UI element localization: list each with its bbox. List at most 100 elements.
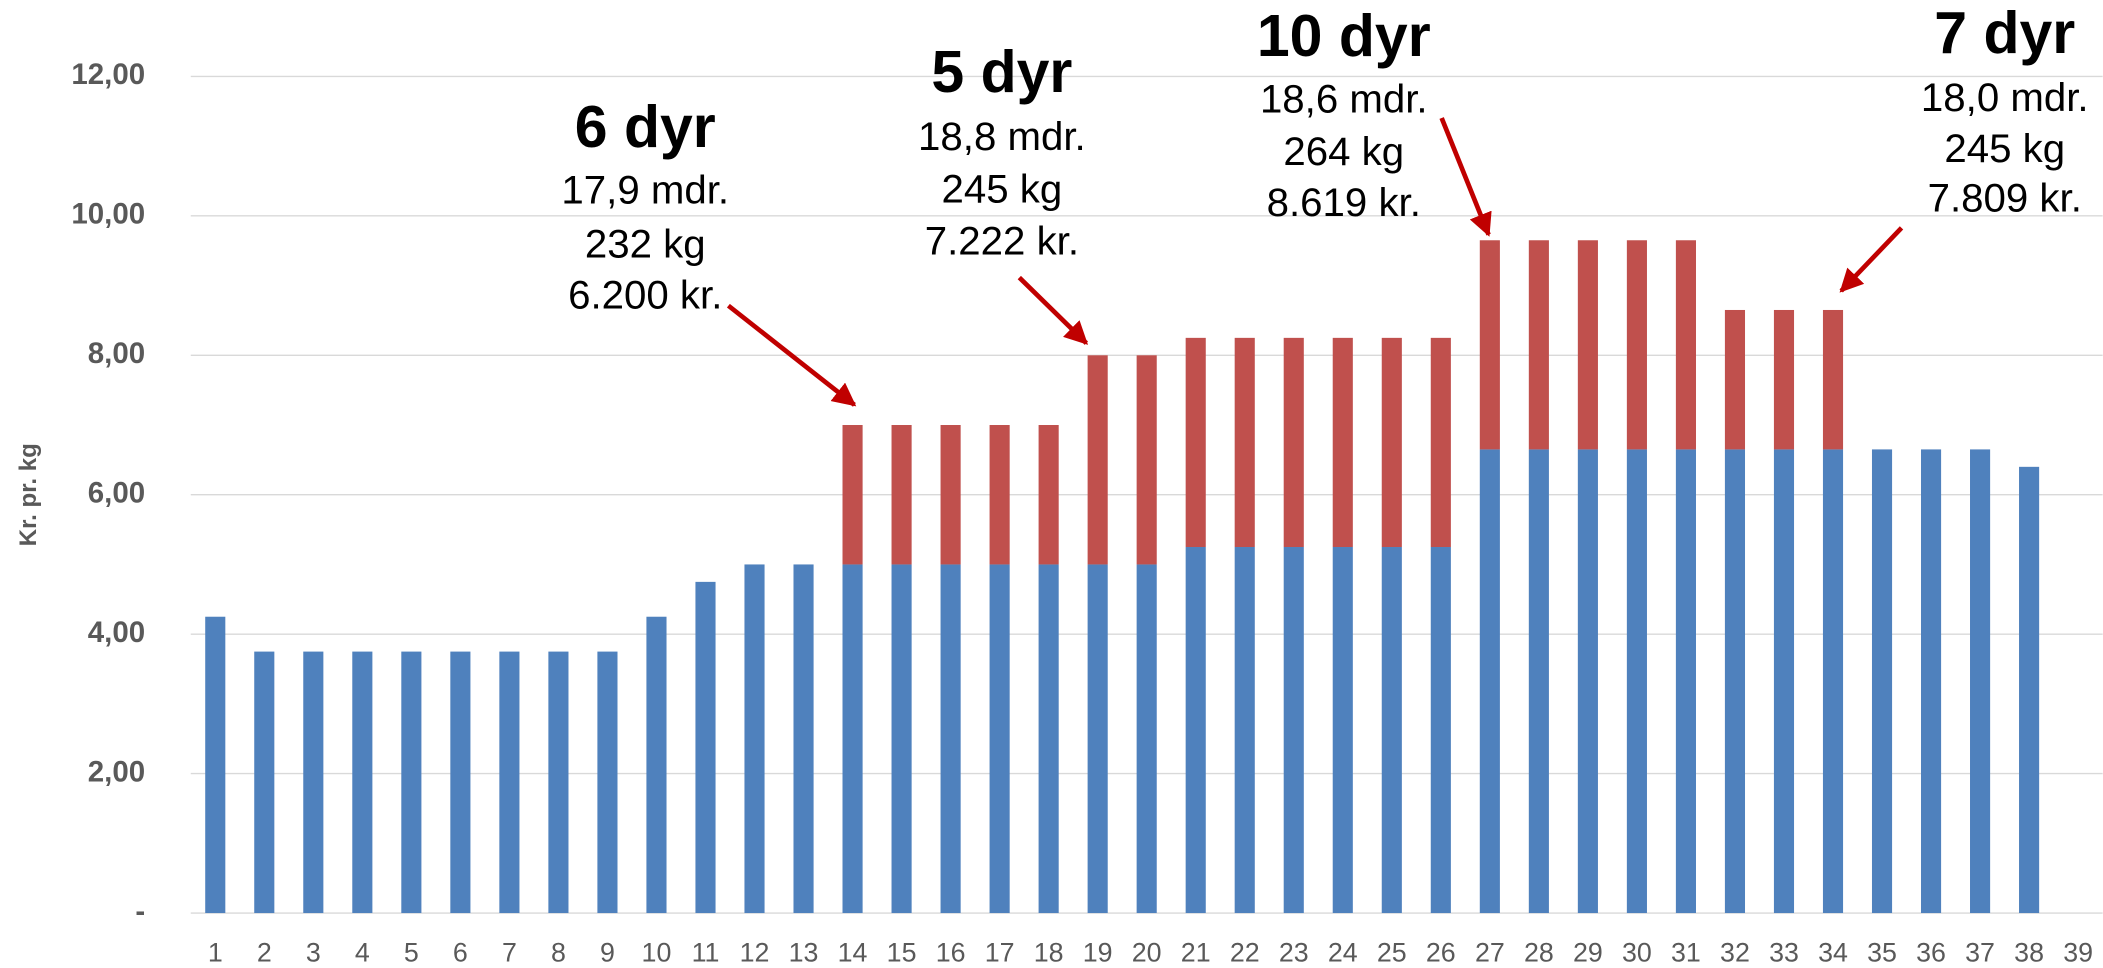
x-tick-label: 33 [1769,938,1799,968]
x-tick-label: 22 [1230,938,1260,968]
bar-segment [1626,449,1647,914]
bar-segment [1136,564,1157,914]
x-tick-label: 8 [551,938,566,968]
bar-segment [1381,337,1402,548]
annotation-line: 7.222 kr. [925,219,1079,264]
y-tick-label: 12,00 [71,58,145,91]
x-tick-label: 27 [1475,938,1505,968]
annotation-arrow [1439,117,1492,237]
bar-segment [842,564,863,914]
bar-segment [1528,240,1549,450]
x-tick-label: 19 [1083,938,1113,968]
bar-segment [1234,547,1255,914]
x-tick-label: 7 [502,938,517,968]
bar-segment [254,651,275,914]
bar-segment [1724,449,1746,914]
x-tick-label: 11 [692,938,720,968]
bar-segment [1675,449,1696,914]
x-tick-label: 14 [838,938,868,968]
annotation-line: 18,0 mdr. [1921,75,2089,120]
x-tick-label: 15 [887,938,917,968]
bar-segment [1920,449,1942,914]
bar-segment [940,564,961,914]
bar-segment [1332,337,1353,548]
x-tick-label: 5 [404,938,419,968]
annotation-arrow [1839,226,1904,293]
bar-segment [1724,309,1746,450]
x-tick-label: 4 [355,938,370,968]
bar-segment [1430,337,1451,548]
bar-segment [1479,240,1500,450]
x-tick-label: 39 [2063,938,2093,968]
x-tick-label: 20 [1132,938,1162,968]
bar-segment [695,581,716,914]
x-tick-label: 38 [2014,938,2044,968]
bar-segment [1283,547,1304,914]
bar-segment [303,651,324,914]
bar-segment [989,425,1010,565]
bar-segment [1087,355,1108,565]
annotation-title: 10 dyr [1257,3,1431,69]
annotation-arrow [726,303,857,407]
bar-segment [1773,449,1795,914]
bar-segment [891,564,912,914]
x-tick-label: 25 [1377,938,1407,968]
x-tick-label: 18 [1034,938,1064,968]
bar-segment [1970,449,1991,914]
x-tick-label: 24 [1328,938,1358,968]
x-tick-label: 37 [1965,938,1995,968]
bar-segment [2019,466,2040,914]
x-tick-label: 13 [789,938,819,968]
bar-segment [1332,547,1353,914]
x-tick-label: 34 [1818,938,1848,968]
bar-segment [744,564,765,914]
bar-segment [1675,240,1696,450]
bar-segment [352,651,373,914]
annotation-title: 7 dyr [1934,0,2075,66]
bar-segment [842,425,863,565]
bar-segment [1185,547,1206,914]
y-tick-label: 2,00 [88,755,145,788]
x-tick-label: 29 [1573,938,1603,968]
bar-segment [891,425,912,565]
x-tick-label: 16 [936,938,966,968]
x-tick-label: 10 [642,938,672,968]
x-tick-label: 30 [1622,938,1652,968]
bar-segment [1626,240,1647,450]
annotation-line: 17,9 mdr. [561,168,729,213]
bar-segment [1087,564,1108,914]
bar-segment [646,616,667,914]
bar-segment [499,651,520,914]
x-tick-label: 21 [1181,938,1211,968]
bar-segment [1822,449,1844,914]
bar-segment [989,564,1010,914]
annotation-line: 8.619 kr. [1267,180,1421,225]
bar-segment [1773,309,1795,450]
bar-segment [1528,449,1549,914]
x-tick-label: 1 [208,938,223,968]
bar-segment [1038,564,1059,914]
y-tick-label: - [135,895,145,928]
bar-segment [205,616,226,914]
bar-segment [1185,337,1206,548]
bar-segment [1283,337,1304,548]
x-tick-label: 31 [1671,938,1701,968]
x-tick-label: 32 [1720,938,1750,968]
bar-segment [450,651,471,914]
x-tick-label: 3 [306,938,321,968]
y-tick-label: 6,00 [88,477,145,510]
annotation-line: 6.200 kr. [568,272,722,317]
annotation-line: 7.809 kr. [1928,176,2082,221]
bar-segment [1822,309,1844,450]
annotation-line: 18,8 mdr. [918,114,1086,159]
x-tick-label: 2 [257,938,272,968]
bar-segment [1577,240,1598,450]
x-tick-label: 12 [740,938,770,968]
bar-segment [1479,449,1500,914]
annotation-line: 232 kg [585,221,706,266]
annotation-arrow [1017,275,1089,345]
x-tick-label: 23 [1279,938,1309,968]
annotation-line: 245 kg [1944,126,2065,171]
bar-segment [1234,337,1255,548]
